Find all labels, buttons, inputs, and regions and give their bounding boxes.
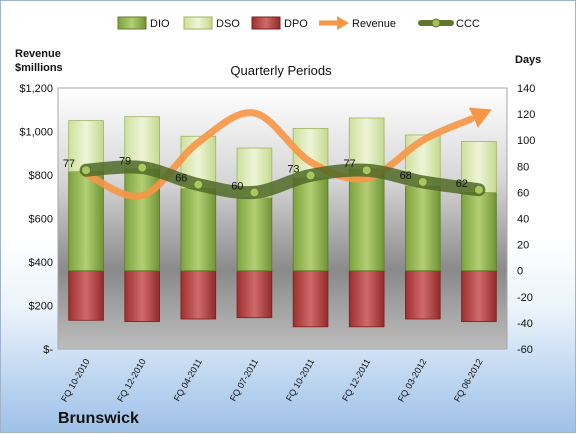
revenue-arrowhead [468,107,492,128]
right-tick-label: 40 [517,214,529,226]
ccc-point [81,165,92,176]
legend-swatch-dpo [251,16,281,30]
ccc-point [417,176,428,187]
ccc-line: 77 79 66 60 73 77 68 62 [63,156,486,200]
category-labels: FQ 10-2010 FQ 12-2010 FQ 04-2011 FQ 07-2011… [59,357,485,404]
left-tick-label: $200 [29,301,53,313]
legend-label-dio: DIO [150,18,170,30]
right-axis-title: Days [515,54,541,66]
ccc-point [193,179,204,190]
right-tick-label: 120 [517,109,535,121]
legend-swatch-ccc [418,18,454,28]
bar-dpo [124,270,160,322]
bar-dio [292,177,329,272]
legend-swatch-dso [183,16,213,30]
left-tick-label: $1,000 [19,127,53,139]
revenue-line [82,107,492,200]
ccc-point [249,187,260,198]
left-axis-title-line2: $millions [15,62,63,74]
ccc-data-label: 66 [175,173,187,185]
ccc-data-label: 60 [231,180,243,192]
left-tick-label: $400 [29,257,53,269]
category-label: FQ 04-2011 [172,357,204,403]
left-tick-label: $800 [29,170,53,182]
bar-dpo [292,270,329,328]
chart-title: Quarterly Periods [230,63,332,78]
ccc-point [473,184,484,195]
left-tick-label: $- [43,344,53,356]
left-tick-label: $600 [29,214,53,226]
ccc-data-label: 68 [400,170,412,182]
right-tick-label: -40 [517,318,533,330]
legend-swatch-revenue [319,16,349,30]
legend: DIO DSO DPO Revenue CCC [117,16,480,30]
bar-dio [68,171,104,272]
ccc-data-label: 77 [343,158,355,170]
company-name: Brunswick [58,410,139,427]
left-axis-title-line1: Revenue [15,48,61,60]
category-label: FQ 03-2012 [396,357,429,404]
bar-dio [405,185,441,272]
ccc-data-label: 79 [119,156,131,168]
legend-label-revenue: Revenue [352,18,396,30]
bar-dpo [68,270,104,321]
revenue-line-path [82,109,475,200]
legend-swatch-dio [117,16,147,30]
right-tick-label: 20 [517,240,529,252]
category-label: FQ 06-2012 [452,357,485,404]
bar-dpo [236,270,273,319]
ccc-point [137,162,148,173]
right-tick-label: -60 [517,344,533,356]
legend-label-dso: DSO [216,18,240,30]
right-tick-label: -20 [517,292,533,304]
ccc-data-label: 62 [456,178,468,190]
ccc-point [361,165,372,176]
bar-dio [180,188,217,272]
bar-dso [124,116,160,170]
bar-dio [236,197,273,272]
category-label: FQ 10-2010 [59,357,92,404]
left-tick-label: $1,200 [19,83,53,95]
bar-dpo [348,270,385,328]
bar-dpo [405,270,441,320]
ccc-data-label: 73 [287,163,299,175]
legend-label-ccc: CCC [456,18,480,30]
right-tick-label: 140 [517,83,535,95]
legend-label-dpo: DPO [284,18,308,30]
right-tick-label: 0 [517,266,523,278]
bar-dpo [461,270,497,322]
right-tick-label: 60 [517,187,529,199]
category-label: FQ 12-2010 [115,357,148,404]
bar-dio [348,168,385,272]
category-label: FQ 07-2011 [228,357,260,403]
category-label: FQ 10-2011 [284,357,316,403]
ccc-point [305,170,316,181]
bar-dpo [180,270,217,320]
ccc-data-label: 77 [63,158,75,170]
right-axis-ticks: -60 -40 -20 0 20 40 60 80 100 120 140 [517,83,535,356]
right-tick-label: 100 [517,135,535,147]
category-label: FQ 12-2011 [340,357,372,403]
left-axis-ticks: $- $200 $400 $600 $800 $1,000 $1,200 [19,83,53,356]
bar-dio [461,191,497,272]
right-tick-label: 80 [517,161,529,173]
